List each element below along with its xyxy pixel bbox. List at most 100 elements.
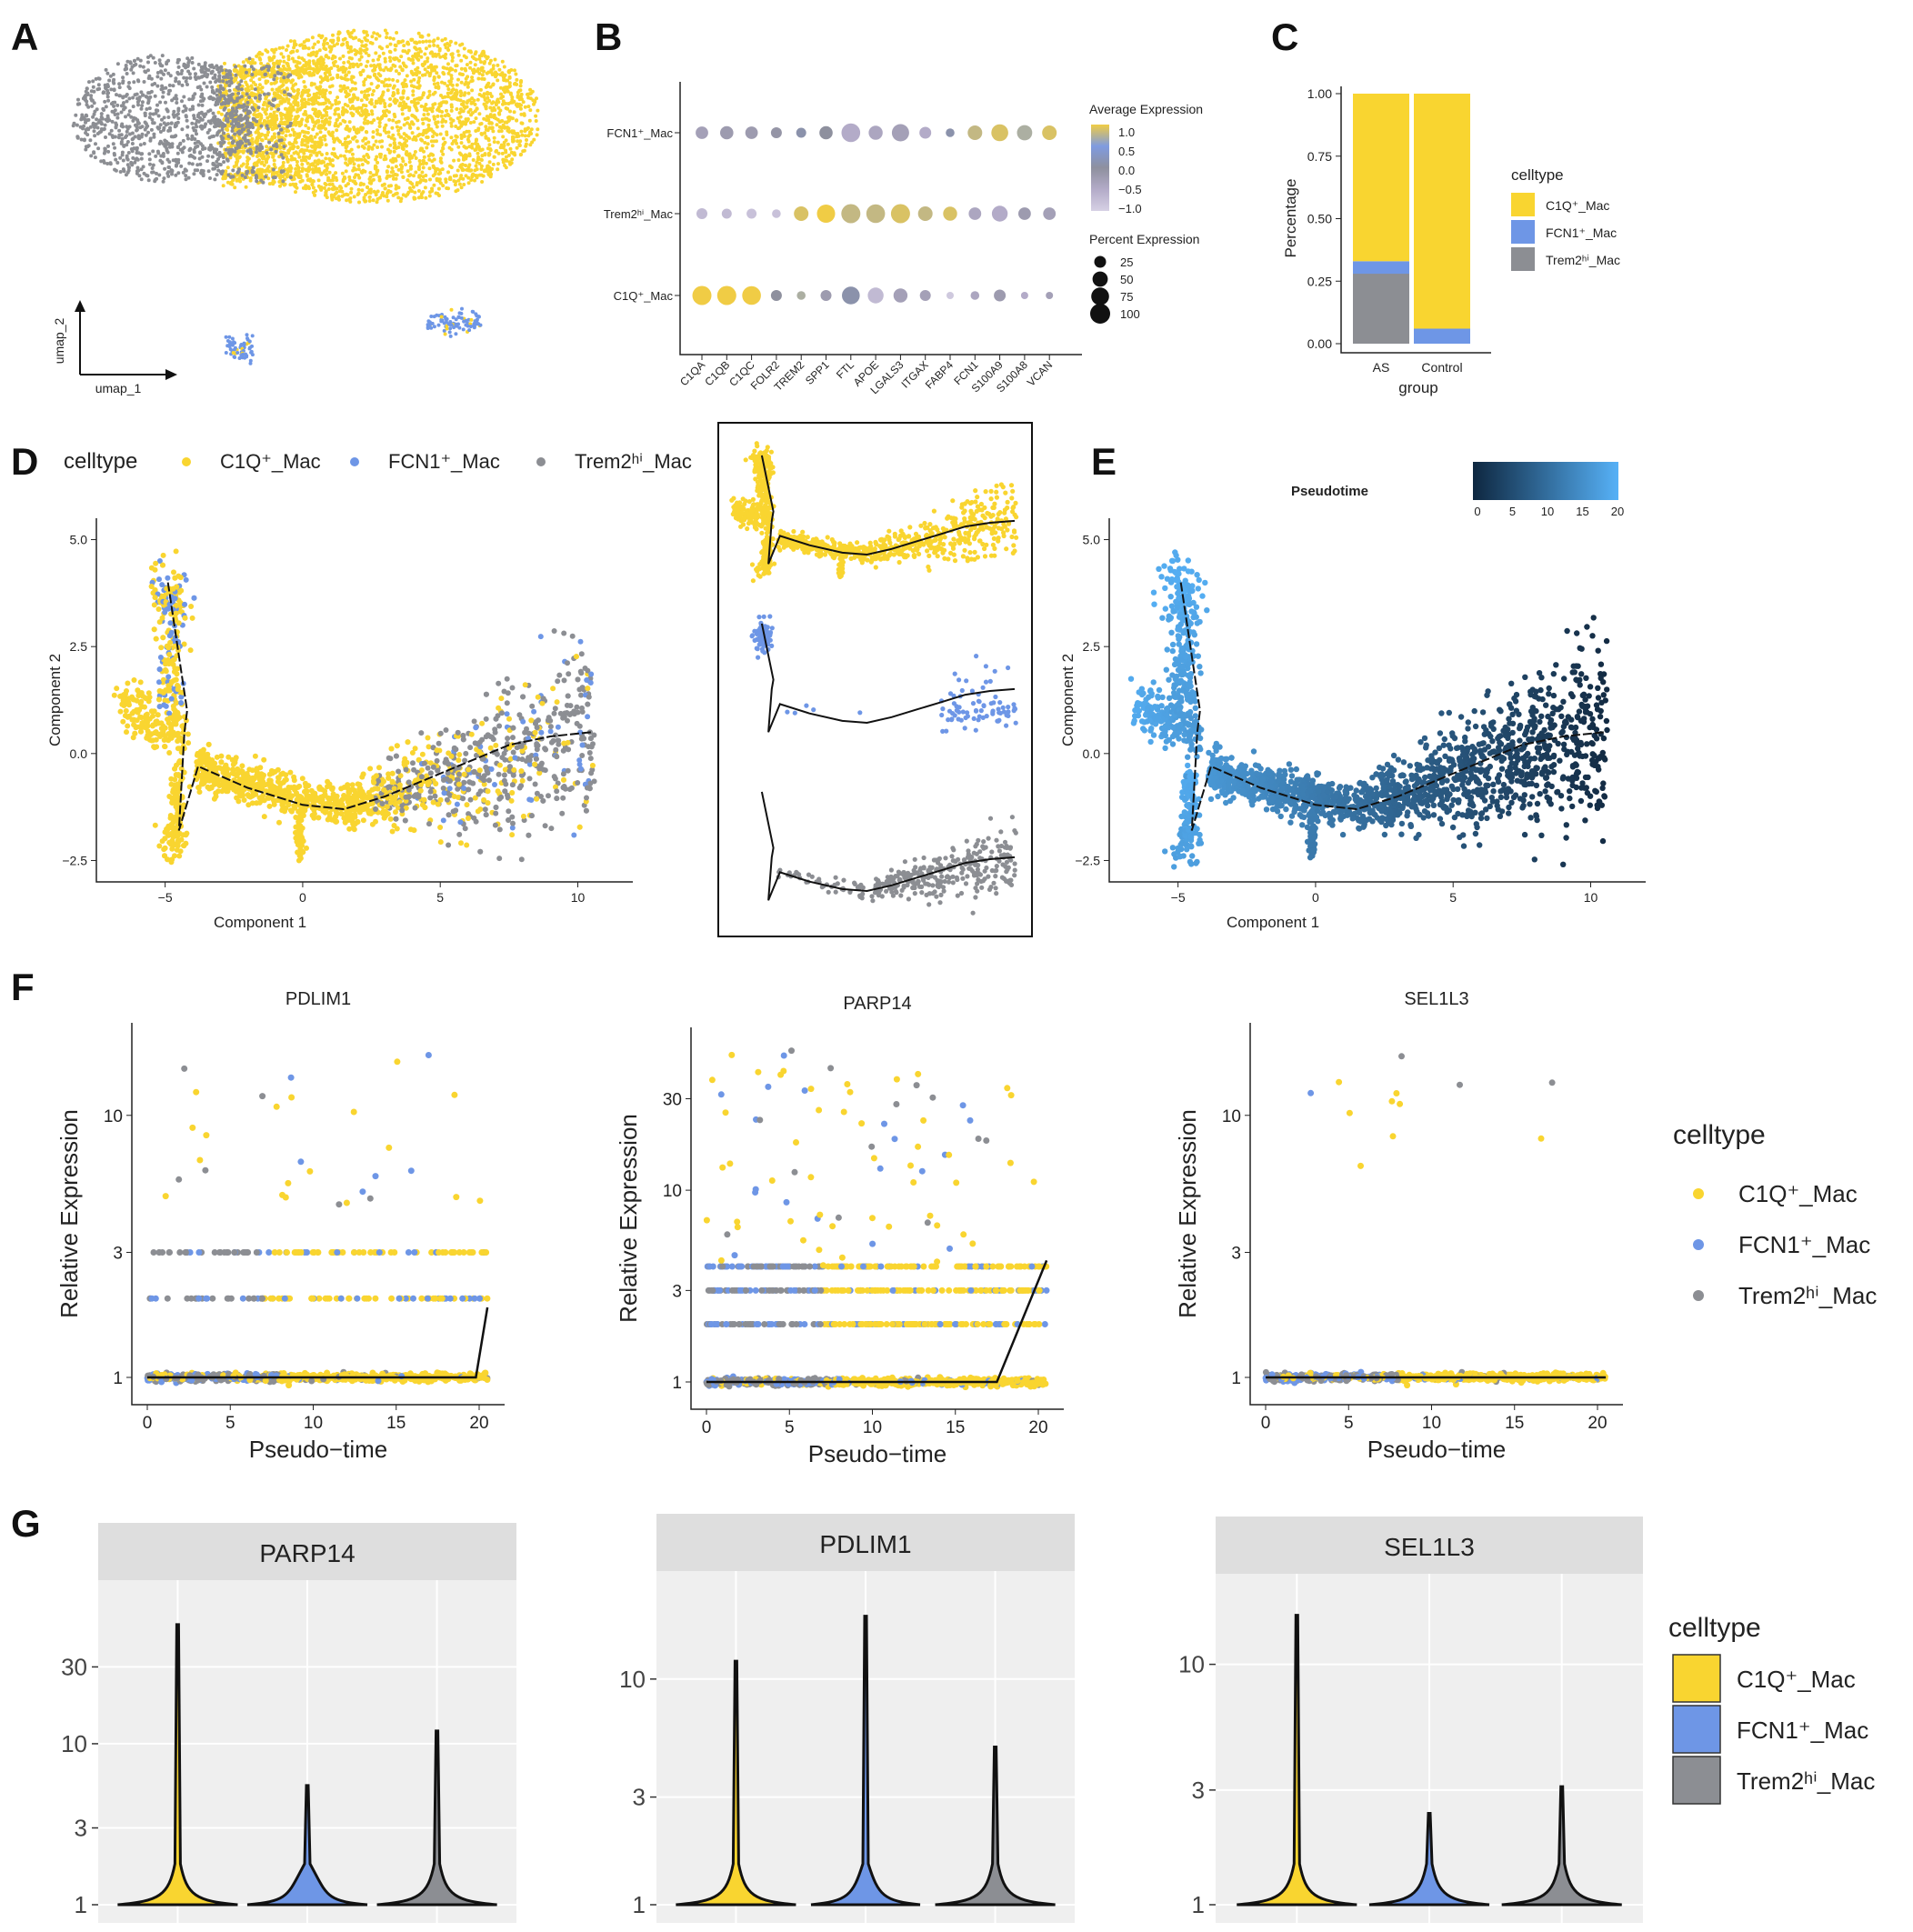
umap-point [404,83,408,86]
umap-point [338,88,343,93]
umap-point [242,127,246,132]
umap-point [459,141,464,145]
umap-point [383,154,387,158]
umap-point [509,92,513,96]
umap-point [435,71,439,75]
umap-point [409,69,414,74]
umap-point [318,85,323,89]
umap-point [440,120,445,125]
umap-point [392,84,396,88]
umap-point [394,69,398,74]
dotplot-dot [943,206,957,221]
umap-point [449,76,454,81]
umap-point [474,57,478,62]
umap-point [411,185,416,189]
umap-point [244,80,248,85]
umap-point [241,91,245,95]
umap-point [120,136,125,141]
umap-point [490,125,495,130]
umap-point [266,92,270,96]
umap-point [161,90,165,95]
dotplot-group-label: Trem2ʰⁱ_Mac [604,207,674,221]
umap-point [388,42,393,46]
umap-point [245,85,250,89]
umap-point [264,96,268,101]
umap-point [323,121,327,125]
umap-point [230,343,235,346]
umap-point [296,87,301,92]
umap-point [286,57,291,62]
umap-point [369,82,374,86]
umap-point [250,334,255,338]
umap-point [413,150,417,154]
umap-point [91,79,95,84]
umap-point [417,75,422,80]
umap-point [188,75,193,80]
umap-point [224,68,228,73]
umap-point [152,121,156,125]
umap-point [499,145,504,149]
umap-point [306,155,311,160]
umap-point [502,125,506,129]
umap-point [496,63,500,67]
umap-point [382,157,386,162]
umap-point [248,176,253,180]
umap-point [107,78,112,83]
umap-point [512,110,516,115]
umap-point [263,73,267,76]
umap-point [409,100,414,104]
umap-point [352,195,356,199]
umap-point [306,38,311,43]
umap-point [384,77,388,82]
dotplot-dot [946,128,955,137]
dotplot-colorbar [1091,125,1109,211]
umap-point [350,75,355,79]
umap-point [440,319,445,323]
umap-point [468,49,473,54]
umap-point [517,88,522,93]
umap-point [466,175,471,180]
y-tick-label: −2.5 [62,853,87,867]
umap-point [366,140,371,145]
umap-point [383,125,386,130]
umap-point [504,85,508,89]
umap-point [486,55,490,59]
umap-point [262,163,266,167]
umap-point [440,124,445,128]
umap-point [368,187,373,192]
umap-point [455,107,459,111]
umap-point [210,85,215,89]
dotplot-color-legend-title: Average Expression [1089,102,1203,116]
umap-point [499,92,503,96]
umap-point [479,164,484,168]
umap-point [234,121,238,125]
umap-point [431,92,436,96]
umap-point [458,43,463,47]
umap-point [416,101,420,105]
umap-point [192,172,196,176]
panel-b-dotplot: FCN1⁺_MacTrem2ʰⁱ_MacC1Q⁺_MacC1QAC1QBC1QC… [604,82,1203,396]
panel-label-d: D [11,440,38,483]
umap-point [142,142,146,145]
umap-point [418,148,423,153]
umap-point [118,170,123,174]
umap-point [377,45,382,49]
umap-point [481,49,486,54]
umap-point [344,108,348,113]
umap-point [257,112,262,116]
umap-point [229,115,234,120]
dotplot-dot [1017,125,1033,141]
umap-point [522,113,526,117]
umap-point [397,104,402,108]
umap-point [527,118,532,123]
umap-point [356,173,360,177]
umap-point [528,143,533,147]
umap-point [478,122,483,126]
umap-point [430,321,435,325]
umap-point [121,75,125,80]
umap-point [429,315,434,318]
umap-point [102,161,106,165]
umap-point [373,67,377,72]
umap-point [257,94,262,98]
umap-point [318,130,323,135]
